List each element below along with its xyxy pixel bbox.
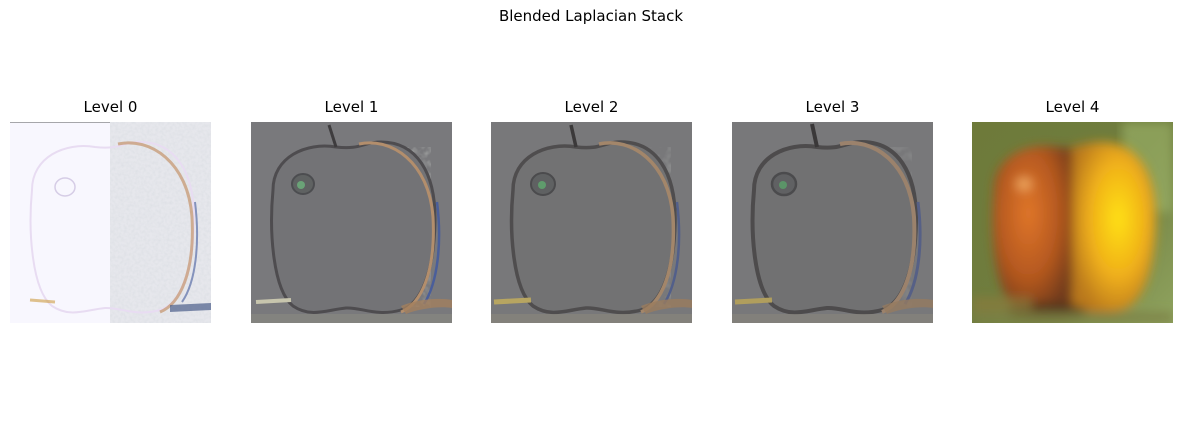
panel-level-0: Level 0	[10, 98, 211, 323]
panel-title: Level 1	[324, 98, 379, 116]
level-2-image	[491, 122, 692, 323]
figure-title: Blended Laplacian Stack	[498, 7, 684, 25]
level-0-image	[10, 122, 211, 323]
panel-title: Level 3	[805, 98, 860, 116]
panel-level-2: Level 2	[491, 98, 692, 323]
panel-title: Level 4	[1045, 98, 1100, 116]
level-3-image	[732, 122, 933, 323]
level-1-image	[251, 122, 452, 323]
panel-level-1: Level 1	[251, 98, 452, 323]
panel-level-3: Level 3	[732, 98, 933, 323]
level-4-image	[972, 122, 1173, 323]
panel-level-4: Level 4	[972, 98, 1173, 323]
panel-title: Level 0	[83, 98, 138, 116]
panel-title: Level 2	[564, 98, 619, 116]
